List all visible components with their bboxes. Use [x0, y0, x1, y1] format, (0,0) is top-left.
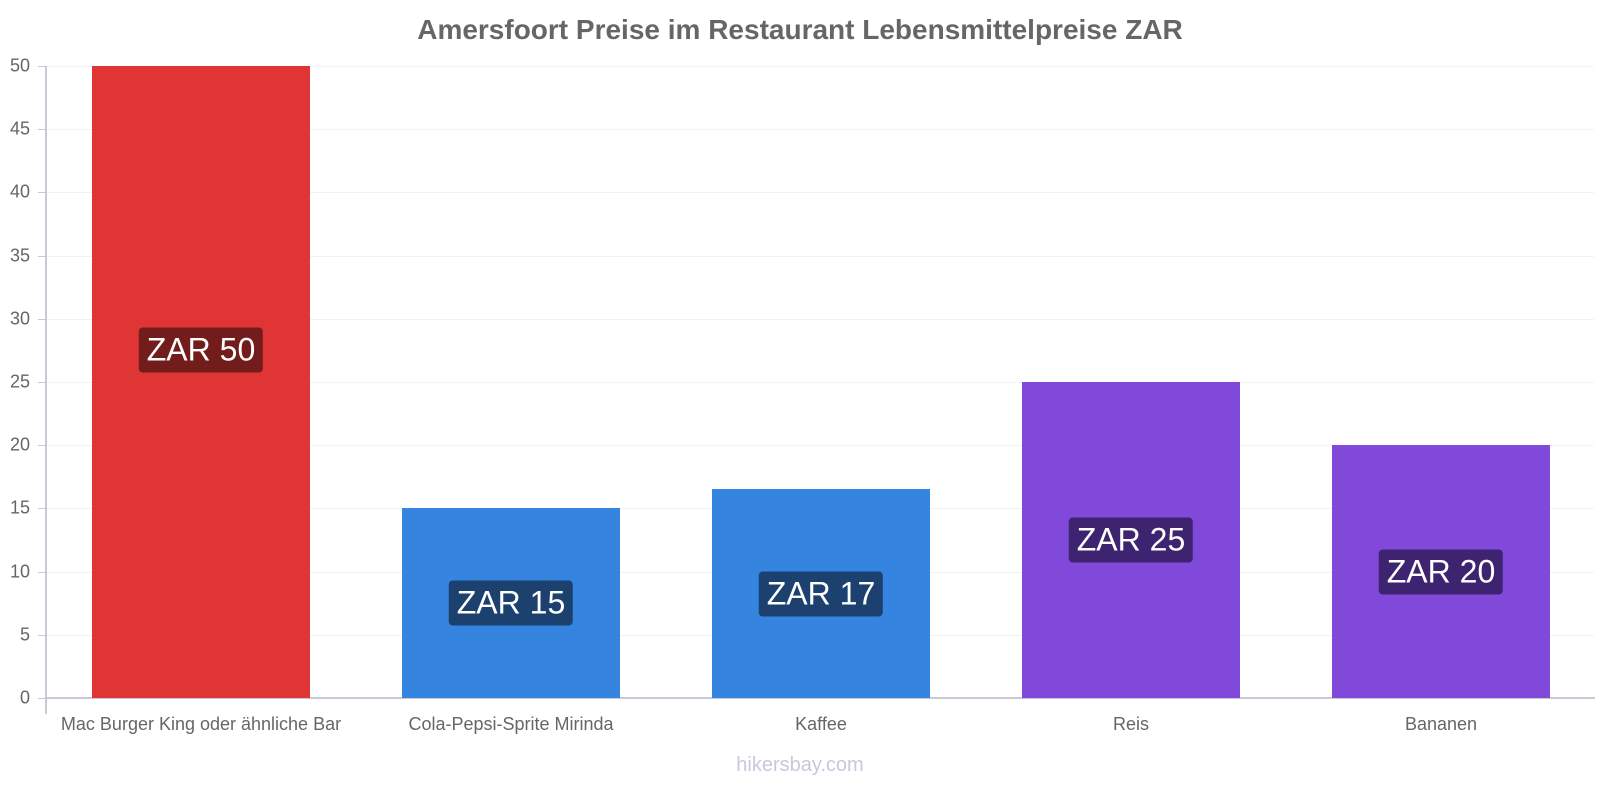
watermark: hikersbay.com [736, 754, 864, 776]
bar: ZAR 20 [1332, 445, 1550, 698]
gridline [46, 129, 1594, 131]
gridline [46, 192, 1594, 194]
bar: ZAR 25 [1022, 382, 1240, 698]
gridline [46, 445, 1594, 447]
bar-value-label: ZAR 20 [1378, 549, 1504, 595]
y-tick-label: 5 [19, 624, 30, 645]
gridline [46, 255, 1594, 257]
x-tick-label: Mac Burger King oder ähnliche Bar [60, 714, 342, 734]
x-tick-label: Reis [1112, 714, 1150, 734]
x-tick-label: Cola-Pepsi-Sprite Mirinda [408, 714, 614, 734]
bar-value-label: ZAR 17 [758, 571, 884, 617]
y-tick-label: 0 [19, 687, 30, 708]
x-tick-label: Bananen [1404, 714, 1478, 734]
y-tick-mark [38, 255, 46, 257]
y-tick-mark [38, 192, 46, 194]
y-tick-label: 15 [9, 497, 30, 518]
bar-value-label: ZAR 25 [1068, 517, 1194, 563]
y-tick-label: 30 [9, 308, 30, 329]
y-tick-label: 25 [9, 371, 30, 392]
gridline [46, 318, 1594, 320]
y-tick-mark [38, 318, 46, 320]
bar-value-label: ZAR 15 [448, 580, 574, 626]
bar: ZAR 15 [402, 508, 620, 698]
bar: ZAR 17 [712, 489, 930, 698]
y-tick-mark [38, 571, 46, 573]
bar: ZAR 50 [92, 66, 310, 698]
y-tick-label: 20 [9, 434, 30, 455]
y-tick-label: 50 [9, 55, 30, 76]
x-tick-label: Kaffee [795, 714, 847, 734]
y-tick-mark [38, 66, 46, 67]
y-tick-mark [38, 382, 46, 383]
y-tick-label: 10 [9, 561, 30, 582]
y-tick-label: 35 [9, 245, 30, 266]
y-tick-mark [38, 634, 46, 636]
y-tick-label: 40 [9, 181, 30, 202]
chart-title: Amersfoort Preise im Restaurant Lebensmi… [417, 14, 1183, 45]
gridline [46, 66, 1594, 67]
y-tick-mark [38, 698, 46, 699]
y-tick-label: 45 [9, 118, 30, 139]
y-tick-mark [38, 445, 46, 447]
y-tick-mark [38, 129, 46, 131]
bar-value-label: ZAR 50 [138, 327, 264, 373]
y-tick-mark [38, 508, 46, 510]
gridline [46, 382, 1594, 383]
y-axis-line [45, 66, 47, 714]
x-axis-line [45, 697, 1595, 699]
